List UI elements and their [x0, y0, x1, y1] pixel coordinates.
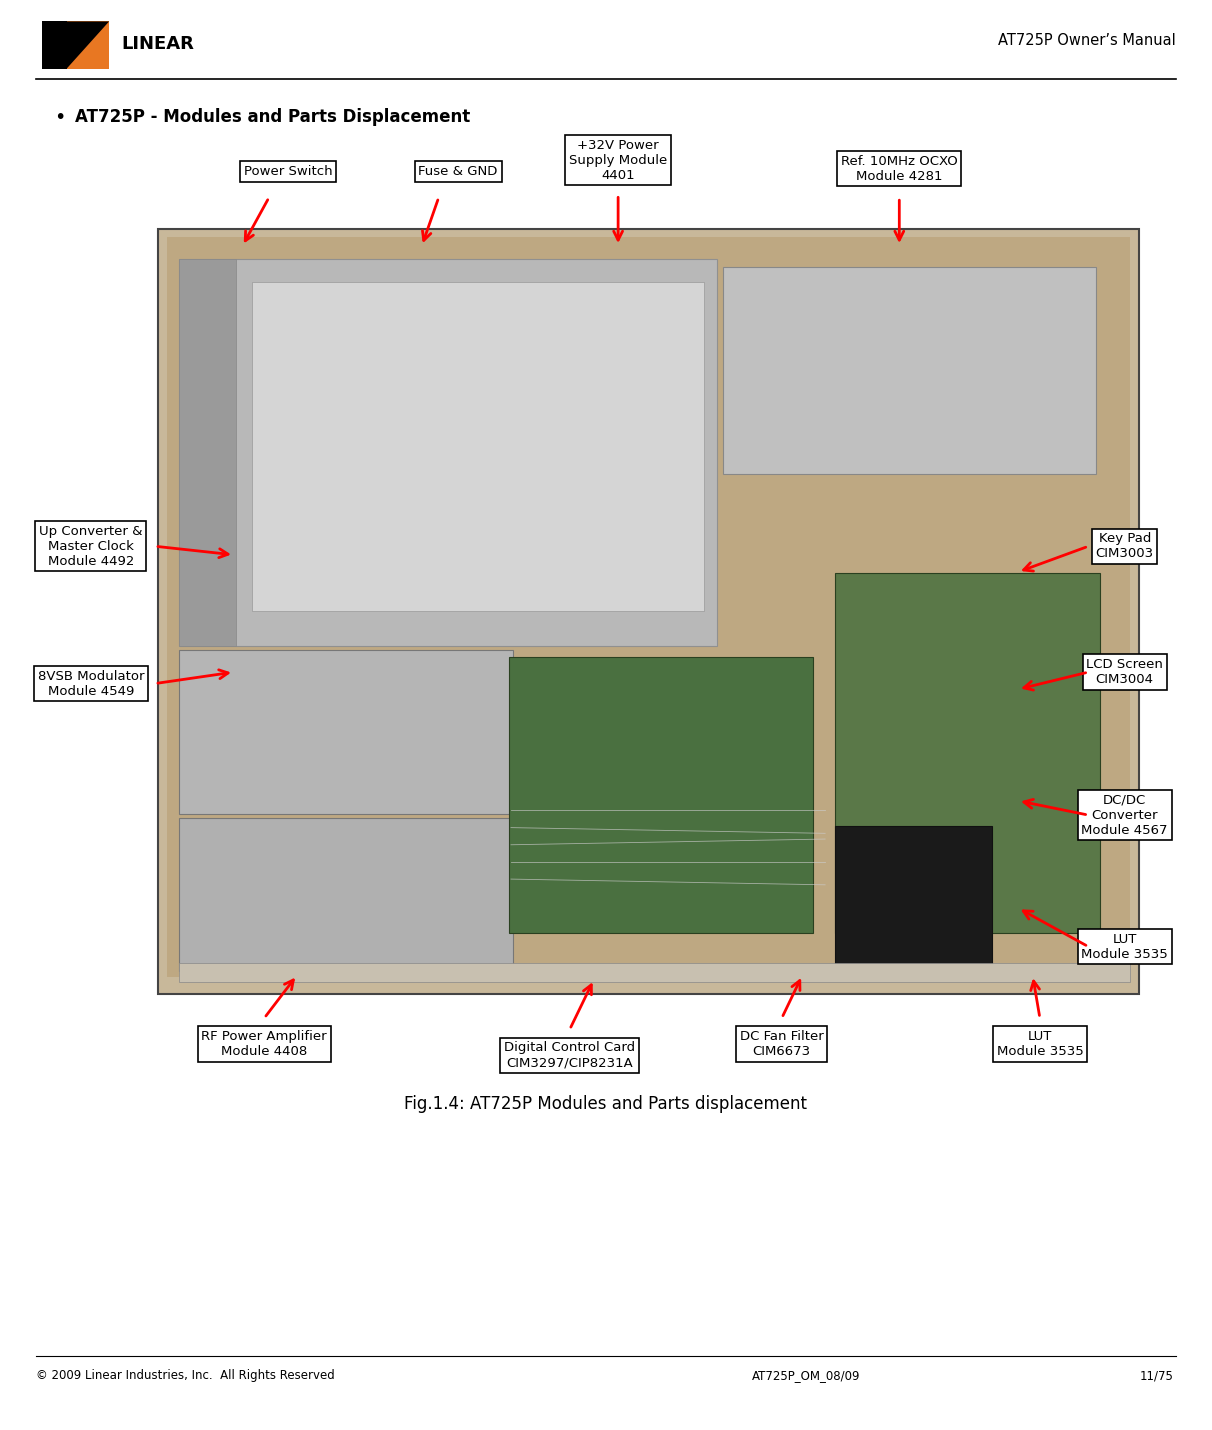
Text: RF Power Amplifier
Module 4408: RF Power Amplifier Module 4408 [201, 1030, 327, 1058]
FancyBboxPatch shape [179, 818, 513, 971]
FancyBboxPatch shape [158, 229, 1139, 994]
Text: Up Converter &
Master Clock
Module 4492: Up Converter & Master Clock Module 4492 [39, 525, 143, 568]
Text: AT725P_OM_08/09: AT725P_OM_08/09 [751, 1369, 861, 1383]
Text: LUT
Module 3535: LUT Module 3535 [1081, 932, 1168, 961]
Text: 8VSB Modulator
Module 4549: 8VSB Modulator Module 4549 [38, 669, 144, 698]
Text: +32V Power
Supply Module
4401: +32V Power Supply Module 4401 [568, 139, 668, 182]
FancyBboxPatch shape [835, 573, 1100, 932]
Polygon shape [42, 21, 67, 69]
FancyBboxPatch shape [835, 825, 991, 978]
FancyBboxPatch shape [179, 964, 1130, 982]
Text: 11/75: 11/75 [1139, 1369, 1173, 1383]
Polygon shape [67, 21, 109, 69]
Text: AT725P Owner’s Manual: AT725P Owner’s Manual [997, 33, 1176, 47]
Text: •: • [55, 107, 65, 127]
FancyBboxPatch shape [179, 259, 236, 646]
Text: Ref. 10MHz OCXO
Module 4281: Ref. 10MHz OCXO Module 4281 [841, 154, 957, 183]
Text: LCD Screen
CIM3004: LCD Screen CIM3004 [1086, 658, 1164, 686]
Polygon shape [67, 21, 109, 69]
Text: © 2009 Linear Industries, Inc.  All Rights Reserved: © 2009 Linear Industries, Inc. All Right… [36, 1369, 335, 1383]
Text: LUT
Module 3535: LUT Module 3535 [996, 1030, 1084, 1058]
FancyBboxPatch shape [724, 267, 1096, 473]
FancyBboxPatch shape [509, 658, 813, 932]
Text: Key Pad
CIM3003: Key Pad CIM3003 [1096, 532, 1154, 561]
Text: Fig.1.4: AT725P Modules and Parts displacement: Fig.1.4: AT725P Modules and Parts displa… [405, 1095, 807, 1113]
Text: Power Switch: Power Switch [244, 164, 333, 179]
FancyBboxPatch shape [179, 649, 513, 814]
FancyBboxPatch shape [167, 237, 1130, 977]
Text: Digital Control Card
CIM3297/CIP8231A: Digital Control Card CIM3297/CIP8231A [504, 1041, 635, 1070]
Text: DC/DC
Converter
Module 4567: DC/DC Converter Module 4567 [1081, 794, 1168, 837]
FancyBboxPatch shape [252, 282, 704, 612]
Text: Fuse & GND: Fuse & GND [418, 164, 498, 179]
FancyBboxPatch shape [179, 259, 718, 646]
Text: LINEAR: LINEAR [121, 36, 194, 53]
Text: AT725P - Modules and Parts Displacement: AT725P - Modules and Parts Displacement [75, 109, 470, 126]
Text: DC Fan Filter
CIM6673: DC Fan Filter CIM6673 [739, 1030, 824, 1058]
